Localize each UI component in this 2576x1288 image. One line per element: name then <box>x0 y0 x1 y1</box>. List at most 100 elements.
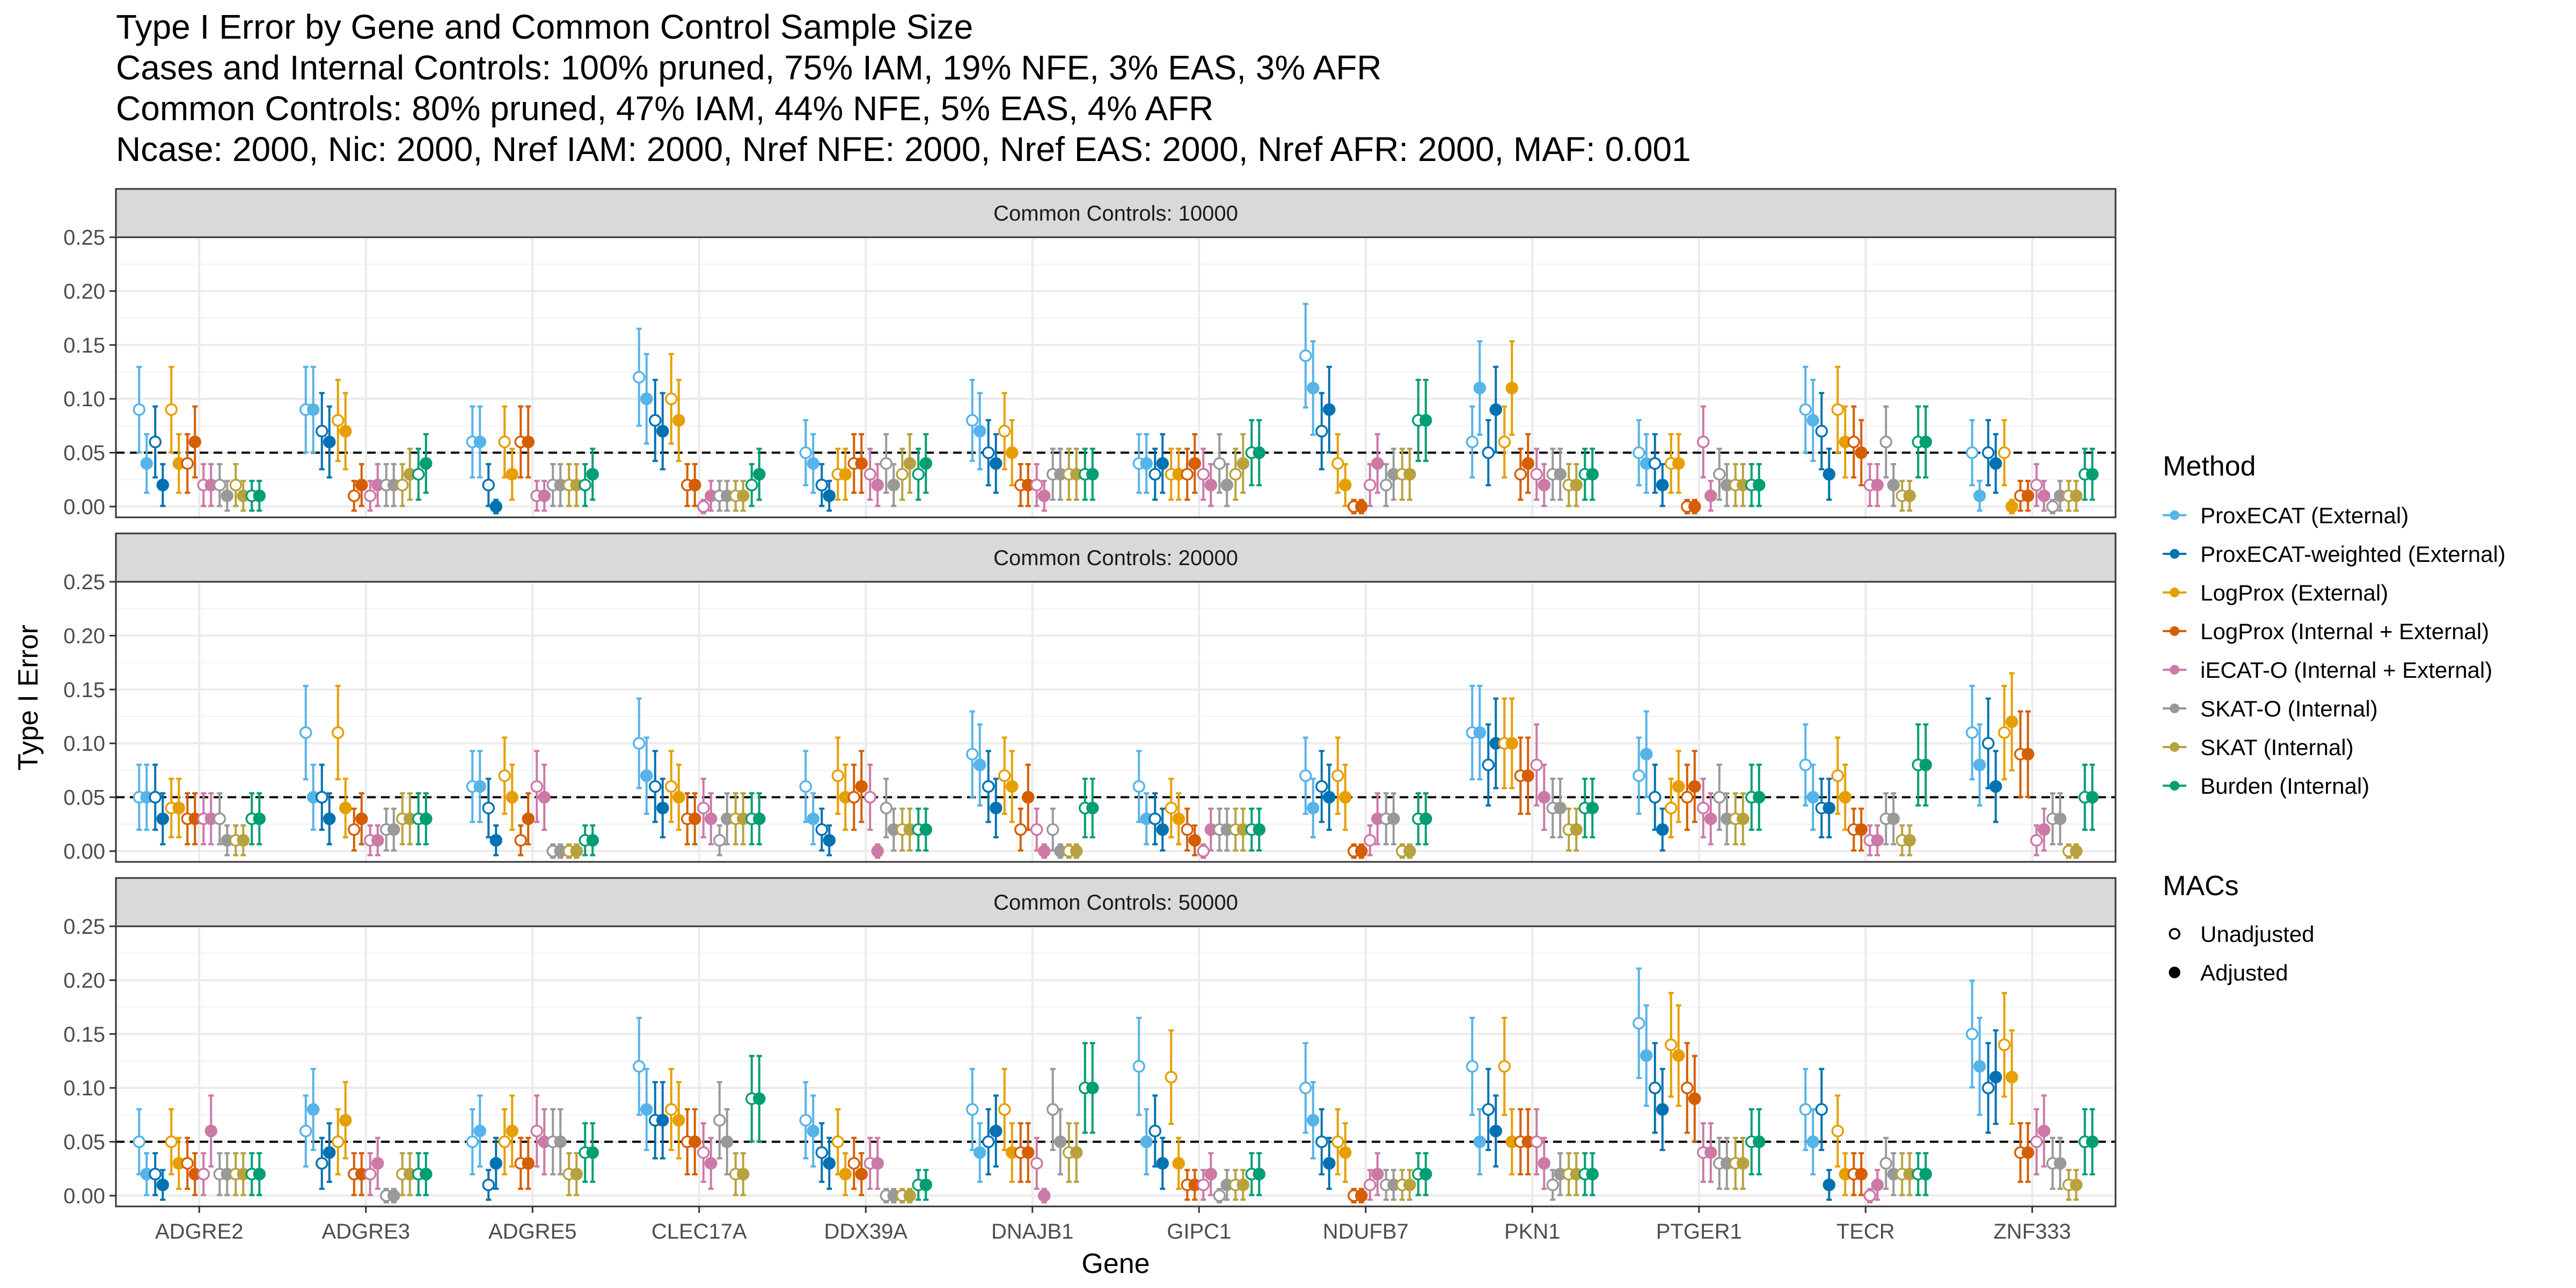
data-point-unadjusted <box>1148 467 1161 481</box>
data-point-adjusted <box>506 1124 518 1138</box>
data-point-unadjusted <box>1364 479 1377 492</box>
x-tick-label: DNAJB1 <box>991 1220 1073 1243</box>
data-point-unadjusted <box>1530 758 1543 772</box>
data-point-adjusted <box>156 812 169 825</box>
data-point-unadjusted <box>1879 435 1892 449</box>
data-point-adjusted <box>871 479 884 492</box>
data-point-unadjusted <box>896 467 909 481</box>
data-point-adjusted <box>1339 1146 1352 1159</box>
data-point-adjusted <box>522 1157 535 1170</box>
data-point-adjusted <box>1855 446 1868 459</box>
data-point-adjusted <box>1688 780 1701 793</box>
data-point-unadjusted <box>697 1146 710 1159</box>
data-point-unadjusted <box>1998 446 2011 459</box>
panel-strip-label: Common Controls: 50000 <box>993 891 1238 914</box>
data-point-adjusted <box>1806 1135 1819 1148</box>
data-point-adjusted <box>1871 479 1884 492</box>
data-point-adjusted <box>1538 479 1550 492</box>
data-point-adjusted <box>1839 791 1851 804</box>
data-point-unadjusted <box>799 1114 812 1127</box>
data-point-adjusted <box>1473 382 1486 394</box>
data-point-unadjusted <box>165 403 178 416</box>
data-point-unadjusted <box>815 479 828 492</box>
x-tick-label: PKN1 <box>1504 1220 1561 1243</box>
data-point-adjusted <box>990 801 1002 815</box>
y-tick-label: 0.20 <box>63 624 105 648</box>
data-point-adjusted <box>1038 845 1051 858</box>
data-point-adjusted <box>1919 758 1932 772</box>
data-point-unadjusted <box>1799 1103 1812 1116</box>
data-point-adjusted <box>1521 457 1534 470</box>
y-tick-label: 0.20 <box>63 969 105 992</box>
data-point-adjusted <box>656 425 669 438</box>
data-point-unadjusted <box>1132 780 1145 793</box>
data-point-unadjusted <box>299 1124 312 1138</box>
data-point-unadjusted <box>482 1179 495 1191</box>
legend-label-method: SKAT (Internal) <box>2200 735 2354 760</box>
data-point-adjusted <box>1688 1092 1701 1105</box>
data-point-adjusted <box>1521 769 1534 782</box>
legend-key-dot <box>2170 665 2179 675</box>
x-tick-label: GIPC1 <box>1167 1220 1231 1243</box>
data-point-unadjusted <box>1466 435 1479 449</box>
data-point-unadjusted <box>165 1135 178 1148</box>
data-point-unadjusted <box>1498 1060 1511 1073</box>
chart-subtitle-params: Ncase: 2000, Nic: 2000, Nref IAM: 2000, … <box>116 130 1691 169</box>
data-point-unadjusted <box>799 446 812 459</box>
data-point-adjusted <box>2054 812 2067 825</box>
panel-background <box>116 237 2116 517</box>
data-point-adjusted <box>919 823 932 836</box>
data-point-adjusted <box>1473 1135 1486 1148</box>
data-point-adjusted <box>1371 457 1384 470</box>
data-point-adjusted <box>1307 1114 1320 1127</box>
data-point-unadjusted <box>633 1060 646 1073</box>
data-point-adjusted <box>2006 1071 2018 1084</box>
data-point-adjusted <box>570 1168 583 1181</box>
data-point-adjusted <box>672 791 685 804</box>
data-point-adjusted <box>420 457 433 470</box>
data-point-unadjusted <box>1879 1157 1892 1170</box>
data-point-adjusted <box>753 812 766 825</box>
data-point-adjusted <box>420 812 433 825</box>
data-point-unadjusted <box>1165 1071 1177 1084</box>
data-point-adjusted <box>339 801 352 815</box>
data-point-adjusted <box>1355 1189 1368 1202</box>
data-point-adjusted <box>2070 845 2083 858</box>
data-point-unadjusted <box>665 1103 678 1116</box>
data-point-unadjusted <box>1148 1124 1161 1138</box>
y-tick-label: 0.25 <box>63 570 105 594</box>
data-point-unadjusted <box>332 1135 345 1148</box>
data-point-unadjusted <box>1847 435 1860 449</box>
data-point-adjusted <box>1570 479 1583 492</box>
data-point-adjusted <box>1086 801 1099 815</box>
data-point-unadjusted <box>1030 823 1043 836</box>
data-point-adjusted <box>1371 1168 1384 1181</box>
data-point-unadjusted <box>1713 791 1726 804</box>
data-point-unadjusted <box>348 489 361 502</box>
data-point-unadjusted <box>1380 479 1393 492</box>
data-point-adjusted <box>323 1146 336 1159</box>
data-point-unadjusted <box>482 801 495 815</box>
data-point-adjusted <box>307 403 320 416</box>
y-tick-label: 0.10 <box>63 1077 105 1100</box>
data-point-unadjusted <box>1665 1038 1678 1051</box>
data-point-unadjusted <box>1315 780 1328 793</box>
data-point-unadjusted <box>1482 446 1495 459</box>
data-point-unadjusted <box>396 479 409 492</box>
data-point-adjusted <box>156 479 169 492</box>
data-point-unadjusted <box>316 425 328 438</box>
data-point-adjusted <box>919 1179 932 1191</box>
data-point-adjusted <box>1489 1124 1502 1138</box>
x-tick-label: PTGER1 <box>1656 1220 1742 1243</box>
data-point-adjusted <box>1253 1168 1265 1181</box>
data-point-unadjusted <box>181 457 194 470</box>
data-point-adjusted <box>489 1157 502 1170</box>
x-tick-label: DDX39A <box>824 1220 908 1243</box>
data-point-unadjusted <box>880 457 892 470</box>
data-point-unadjusted <box>498 435 511 449</box>
data-point-adjusted <box>1989 780 2002 793</box>
data-point-unadjusted <box>847 791 860 804</box>
data-point-adjusted <box>689 1135 701 1148</box>
data-point-adjusted <box>656 801 669 815</box>
data-point-unadjusted <box>815 823 828 836</box>
